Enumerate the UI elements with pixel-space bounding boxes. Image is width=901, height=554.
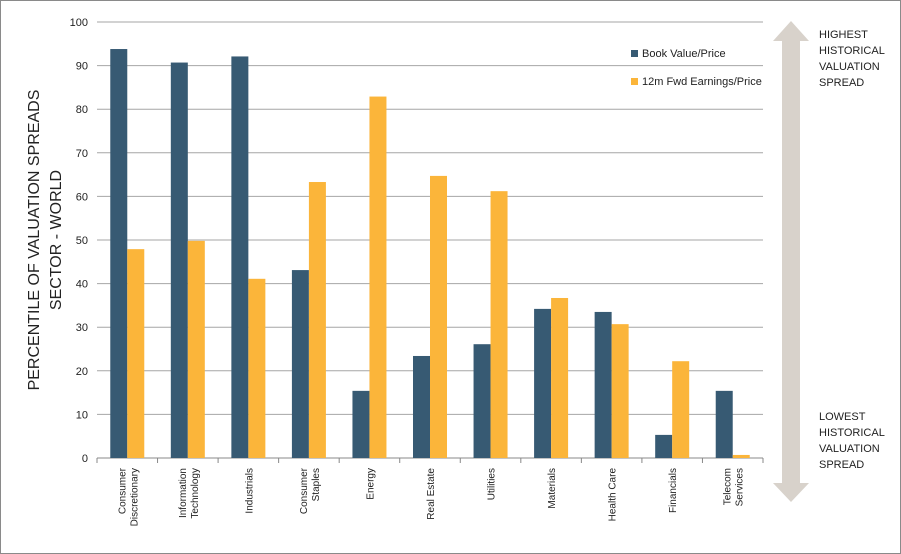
x-tick-label: Consumer — [117, 467, 128, 514]
x-tick-label: Information — [178, 468, 189, 518]
bar-earnings — [308, 182, 326, 458]
y-tick-label: 90 — [76, 61, 88, 73]
double-arrow-icon — [773, 21, 809, 502]
bar-earnings — [672, 361, 690, 458]
x-tick-label: Services — [735, 468, 746, 506]
bar-book-value — [231, 56, 249, 458]
x-tick-label: Real Estate — [426, 468, 437, 520]
y-tick-label: 60 — [76, 191, 88, 203]
bar-earnings — [732, 454, 750, 458]
y-tick-label: 20 — [76, 366, 88, 378]
y-tick-label: 40 — [76, 279, 88, 291]
bar-book-value — [534, 308, 552, 458]
bar-book-value — [594, 311, 612, 458]
y-tick-label: 30 — [76, 322, 88, 334]
y-axis-label: PERCENTILE OF VALUATION SPREADS — [26, 90, 43, 391]
legend-swatch — [631, 50, 638, 57]
y-tick-label: 10 — [76, 409, 88, 421]
x-tick-label: Telecom — [723, 468, 734, 505]
x-tick-label: Discretionary — [129, 468, 140, 526]
y-tick-label: 100 — [70, 17, 88, 29]
bar-book-value — [291, 270, 309, 458]
x-tick-label: Technology — [190, 468, 201, 519]
x-tick-label: Energy — [365, 468, 376, 500]
bar-book-value — [473, 344, 491, 458]
bar-book-value — [715, 390, 733, 458]
legend-label: Book Value/Price — [642, 48, 726, 60]
y-tick-label: 70 — [76, 148, 88, 160]
bar-earnings — [551, 297, 569, 458]
annotation-highest: HIGHEST HISTORICAL VALUATION SPREAD — [819, 29, 885, 89]
y-axis-label: SECTOR - WORLD — [48, 170, 65, 310]
x-tick-label: Utilities — [487, 468, 498, 500]
x-tick-label: Staples — [311, 468, 322, 501]
bar-earnings — [369, 96, 387, 458]
bar-book-value — [352, 390, 370, 458]
x-tick-label: Industrials — [244, 468, 255, 514]
bar-earnings — [611, 324, 629, 458]
y-tick-label: 80 — [76, 104, 88, 116]
y-tick-label: 50 — [76, 235, 88, 247]
bar-earnings — [248, 278, 266, 458]
bar-book-value — [170, 62, 188, 458]
bar-earnings — [430, 175, 447, 458]
legend-label: 12m Fwd Earnings/Price — [642, 76, 762, 88]
bar-earnings — [127, 249, 145, 458]
x-tick-label: Health Care — [608, 468, 619, 522]
x-tick-label: Financials — [668, 468, 679, 513]
bar-book-value — [413, 355, 430, 458]
x-tick-label: Materials — [547, 468, 558, 509]
annotation-lowest: LOWEST HISTORICAL VALUATION SPREAD — [819, 411, 885, 471]
bar-earnings — [187, 240, 205, 458]
x-tick-label: Consumer — [299, 467, 310, 514]
bar-earnings — [490, 191, 508, 458]
bar-book-value — [655, 434, 673, 458]
bar-book-value — [110, 49, 128, 458]
legend-swatch — [631, 78, 638, 85]
y-tick-label: 0 — [82, 453, 88, 465]
